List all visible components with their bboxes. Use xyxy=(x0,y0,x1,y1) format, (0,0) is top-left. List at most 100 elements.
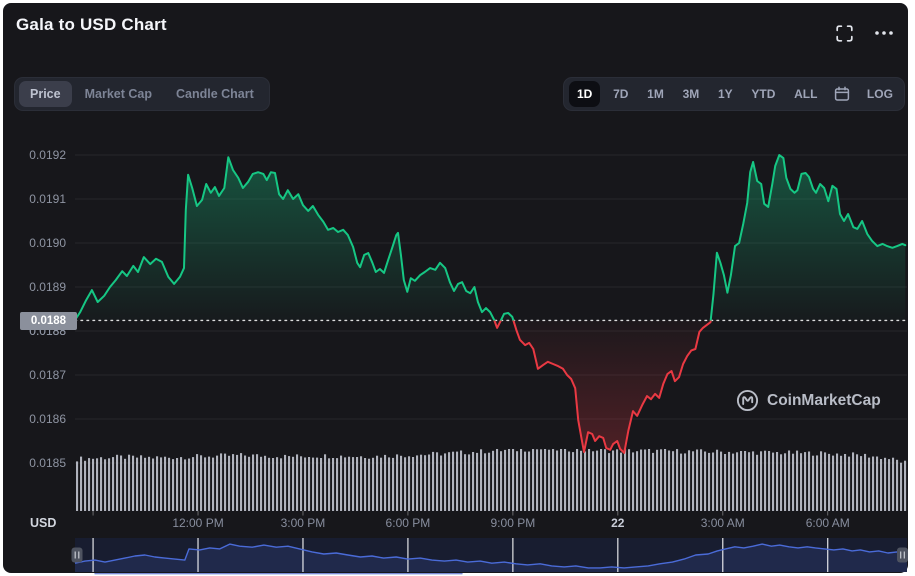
volume-bar xyxy=(424,455,427,511)
volume-bar xyxy=(580,450,583,511)
volume-bar xyxy=(588,449,591,511)
volume-bar xyxy=(564,449,567,511)
volume-bar xyxy=(668,450,671,511)
tab-market-cap[interactable]: Market Cap xyxy=(84,87,152,101)
volume-bar xyxy=(520,449,523,511)
navigator-handle-right[interactable] xyxy=(897,547,908,563)
volume-bar xyxy=(180,457,183,511)
volume-bar xyxy=(360,456,363,511)
tab-price[interactable]: Price xyxy=(19,81,72,107)
volume-bar xyxy=(116,454,119,511)
volume-bar xyxy=(536,449,539,511)
header-actions xyxy=(832,22,896,44)
volume-bar xyxy=(632,452,635,511)
volume-bar xyxy=(544,449,547,511)
volume-bar xyxy=(584,451,587,511)
volume-bar xyxy=(512,449,515,511)
volume-bar xyxy=(556,450,559,511)
volume-bar xyxy=(816,455,819,511)
volume-bar xyxy=(168,457,171,511)
volume-bar xyxy=(448,452,451,511)
volume-bar xyxy=(568,451,571,511)
volume-bar xyxy=(372,457,375,511)
volume-bar xyxy=(304,457,307,511)
more-options-button[interactable] xyxy=(872,22,896,44)
volume-bar xyxy=(196,454,199,511)
volume-bar xyxy=(488,452,491,511)
volume-bar xyxy=(748,452,751,511)
volume-bar xyxy=(408,456,411,511)
volume-bar xyxy=(300,456,303,511)
volume-bar xyxy=(472,452,475,511)
tab-range-1m[interactable]: 1M xyxy=(647,87,664,101)
volume-bar xyxy=(872,456,875,511)
tab-candle-chart[interactable]: Candle Chart xyxy=(175,87,254,101)
volume-bar xyxy=(532,449,535,511)
volume-bar xyxy=(696,449,699,511)
volume-bar xyxy=(428,454,431,511)
volume-bar xyxy=(540,449,543,511)
tab-range-all[interactable]: ALL xyxy=(794,87,818,101)
volume-bar xyxy=(216,455,219,511)
volume-bar xyxy=(852,452,855,511)
volume-bar xyxy=(844,454,847,511)
volume-bar xyxy=(100,457,103,511)
volume-bar xyxy=(560,449,563,511)
volume-bar xyxy=(832,455,835,511)
tab-range-1d[interactable]: 1D xyxy=(569,81,601,107)
volume-bar xyxy=(516,451,519,511)
volume-bar xyxy=(160,457,163,511)
volume-bar xyxy=(132,455,135,511)
navigator-handle-left[interactable] xyxy=(71,547,83,563)
volume-bar xyxy=(868,457,871,511)
volume-bar xyxy=(344,457,347,511)
calendar-button[interactable] xyxy=(830,86,854,102)
volume-bar xyxy=(548,449,551,511)
volume-bar xyxy=(248,456,251,511)
volume-bar xyxy=(840,455,843,511)
volume-bar xyxy=(700,449,703,511)
volume-bar xyxy=(484,453,487,511)
volume-bar xyxy=(456,451,459,511)
tab-range-1y[interactable]: 1Y xyxy=(717,87,733,101)
volume-bar xyxy=(256,454,259,511)
volume-bar xyxy=(380,457,383,511)
volume-bar xyxy=(784,453,787,511)
volume-bar xyxy=(464,454,467,511)
volume-bar xyxy=(716,449,719,511)
volume-bar xyxy=(296,454,299,511)
navigator[interactable] xyxy=(71,538,909,575)
volume-bar xyxy=(628,449,631,511)
volume-bar xyxy=(752,451,755,511)
volume-bar xyxy=(476,452,479,511)
volume-bar xyxy=(884,457,887,511)
fullscreen-button[interactable] xyxy=(832,22,856,44)
tab-log-scale[interactable]: LOG xyxy=(866,87,893,101)
volume-bar xyxy=(612,450,615,511)
y-axis-label: 0.0190 xyxy=(29,236,66,250)
tab-range-3m[interactable]: 3M xyxy=(682,87,700,101)
volume-bar xyxy=(272,458,275,511)
usd-axis-label: USD xyxy=(30,516,57,530)
volume-bar xyxy=(384,454,387,511)
volume-bar xyxy=(524,451,527,511)
tab-range-ytd[interactable]: YTD xyxy=(751,87,776,101)
volume-bar xyxy=(644,449,647,511)
volume-bar xyxy=(776,452,779,511)
volume-bar xyxy=(292,456,295,511)
volume-bar xyxy=(680,453,683,511)
volume-bar xyxy=(652,452,655,511)
x-axis-label: 3:00 PM xyxy=(280,516,326,530)
volume-bar xyxy=(728,451,731,511)
volume-bar xyxy=(824,452,827,511)
y-axis-label: 0.0192 xyxy=(29,148,66,162)
volume-bar xyxy=(600,449,603,511)
volume-bar xyxy=(744,451,747,511)
tab-range-7d[interactable]: 7D xyxy=(613,87,629,101)
volume-bar xyxy=(892,457,895,511)
volume-bar xyxy=(704,451,707,511)
navigator-gridlines xyxy=(92,538,829,572)
fullscreen-icon xyxy=(835,24,853,42)
volume-bar xyxy=(320,458,323,511)
